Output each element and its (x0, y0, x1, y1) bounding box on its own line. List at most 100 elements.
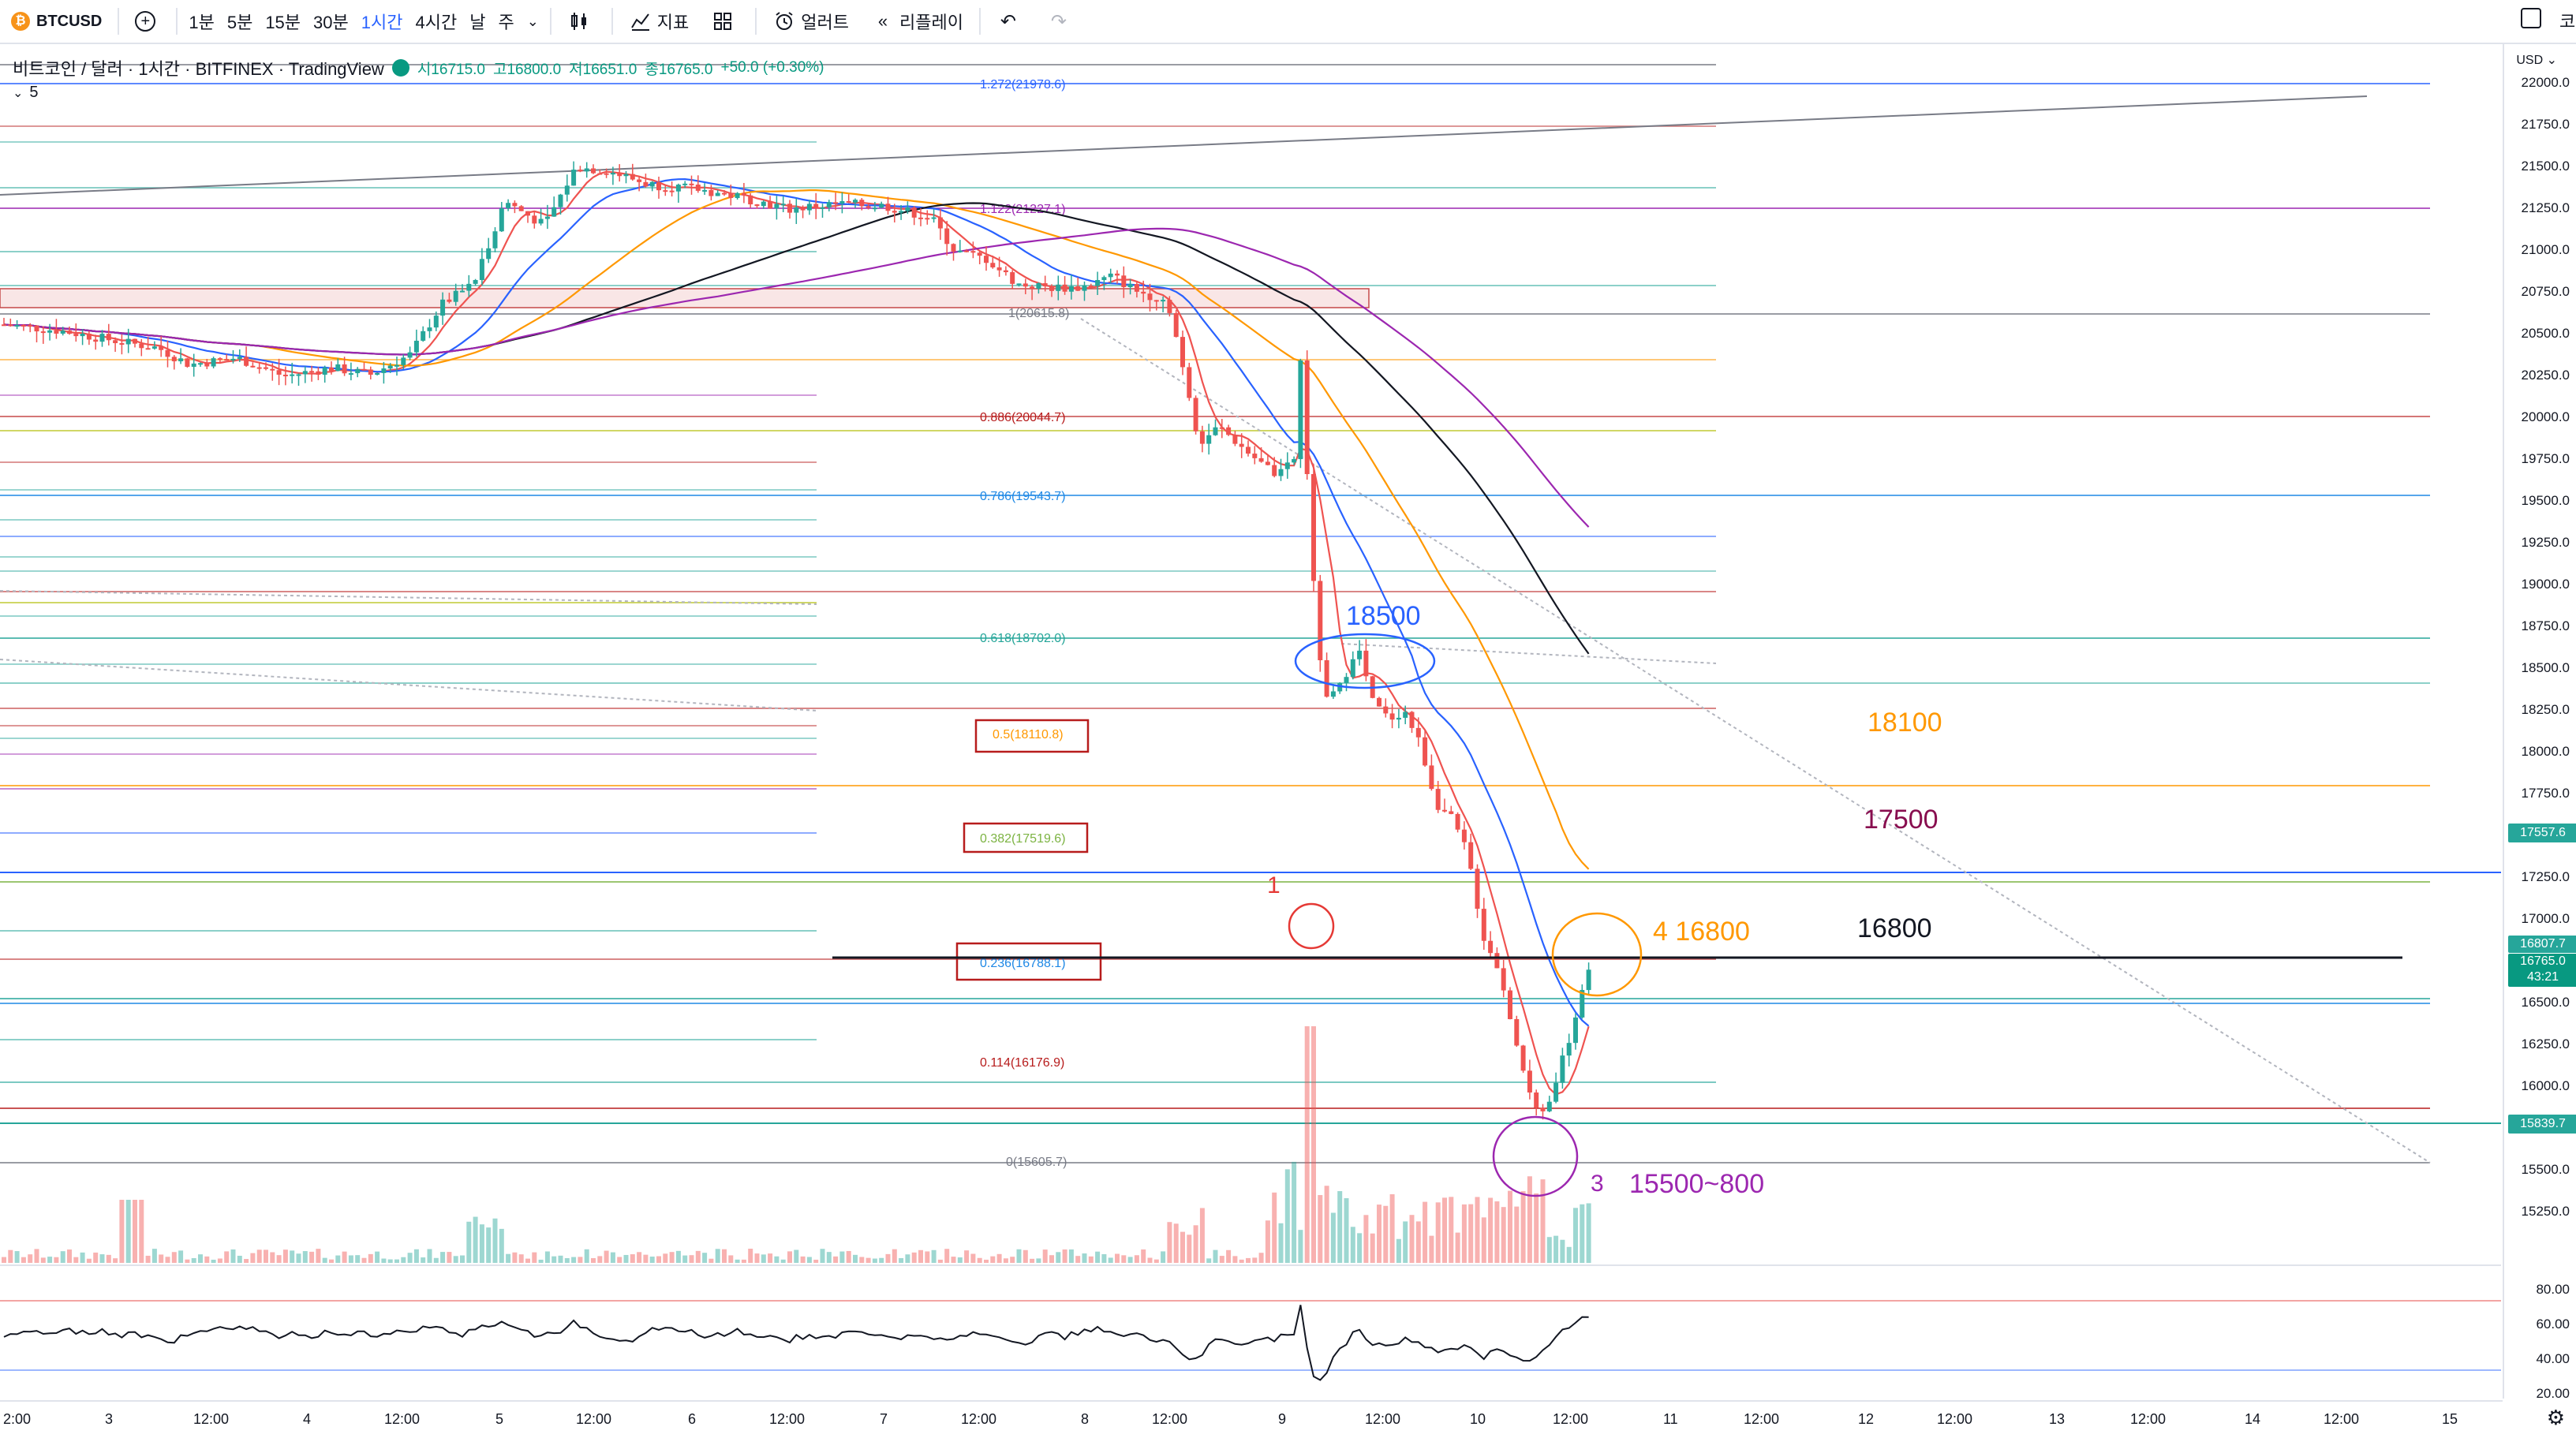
annotation-15500-800: 15500~800 (1629, 1169, 1764, 1199)
chart-type-button[interactable] (556, 0, 607, 43)
candle-body (669, 190, 675, 192)
interval-15m[interactable]: 15분 (265, 13, 301, 32)
interval-week[interactable]: 주 (498, 13, 514, 32)
candle-body (885, 204, 891, 211)
candle-body (918, 217, 923, 219)
volume-bar (413, 1249, 419, 1263)
candle-body (1383, 706, 1389, 714)
candle-body (682, 183, 688, 185)
candle-body (1468, 842, 1474, 869)
volume-bar (165, 1257, 170, 1263)
candle-body (1488, 940, 1494, 954)
candle-body (532, 215, 537, 224)
candle-body (1115, 273, 1120, 276)
candle-body (1108, 273, 1113, 278)
candle-body (375, 372, 380, 375)
candle-body (1082, 285, 1087, 291)
interval-4h[interactable]: 4시간 (415, 13, 458, 32)
compare-button[interactable]: + (124, 0, 171, 43)
candle-body (1049, 286, 1054, 291)
symbol-search[interactable]: ₿ BTCUSD (0, 0, 113, 43)
settings-button[interactable]: ⚙ (2547, 1406, 2565, 1430)
alarm-clock-icon (772, 9, 796, 33)
volume-bar (1042, 1249, 1048, 1263)
eye-icon[interactable] (391, 59, 409, 77)
volume-bar (1501, 1207, 1506, 1263)
candle-body (1167, 300, 1172, 313)
chart-canvas[interactable]: 1.272(21978.6) 1.122(21227.1) 1(20615.8)… (0, 44, 2501, 1263)
volume-bar (584, 1249, 589, 1263)
fib-label: 0.786(19543.7) (980, 490, 1066, 503)
candle-body (1344, 677, 1349, 683)
candle-body (1357, 650, 1363, 659)
volume-bar (695, 1250, 701, 1263)
volume-bar (1121, 1255, 1127, 1263)
volume-bar (67, 1249, 72, 1263)
candle-body (204, 363, 210, 367)
replay-button[interactable]: « 리플레이 (860, 0, 974, 43)
alert-button[interactable]: 얼러트 (761, 0, 860, 43)
fullscreen-button[interactable] (2521, 8, 2541, 34)
volume-bar (479, 1224, 484, 1263)
candle-body (67, 331, 72, 334)
volume-bar (1344, 1197, 1349, 1263)
candle-body (368, 369, 373, 375)
candle-body (1475, 868, 1480, 909)
gear-icon: ⚙ (2546, 1406, 2565, 1429)
candle-body (427, 327, 432, 331)
candle-body (937, 217, 943, 229)
volume-bar (230, 1249, 236, 1263)
volume-bar (604, 1250, 609, 1263)
interval-1m[interactable]: 1분 (189, 13, 215, 32)
candle-body (833, 202, 839, 204)
volume-bar (1239, 1259, 1244, 1263)
volume-bar (826, 1252, 832, 1263)
interval-30m[interactable]: 30분 (313, 13, 349, 32)
time-tick: 3 (105, 1411, 114, 1427)
candle-body (1180, 337, 1185, 368)
candle-body (1056, 284, 1061, 291)
candle-body (447, 299, 452, 302)
candle-body (1566, 1043, 1572, 1056)
interval-5m[interactable]: 5분 (226, 13, 253, 32)
volume-bar (1527, 1176, 1532, 1263)
osc-tick: 20.00 (2536, 1386, 2570, 1401)
candle-body (99, 334, 105, 342)
volume-bar (1514, 1206, 1520, 1263)
candle-body (133, 338, 137, 344)
templates-button[interactable] (700, 0, 750, 43)
chart-legend[interactable]: 비트코인 / 달러 · 1시간 · BITFINEX · TradingView… (13, 55, 824, 80)
time-axis[interactable]: 2:00 3 12:00 4 12:00 5 12:00 6 12:00 7 12:00 8 12:00… (0, 1400, 2503, 1438)
volume-bar (1036, 1258, 1041, 1263)
volume-bar (944, 1249, 950, 1263)
candle-body (1403, 712, 1408, 718)
interval-day[interactable]: 날 (469, 13, 486, 32)
fib-label: 0.886(20044.7) (980, 411, 1066, 424)
undo-button[interactable]: ↶ (985, 0, 1036, 43)
price-tick: 18500.0 (2521, 660, 2570, 675)
volume-bar (1481, 1217, 1486, 1263)
volume-bar (1534, 1193, 1539, 1263)
time-tick: 12:00 (1365, 1411, 1401, 1427)
interval-1h[interactable]: 1시간 (361, 13, 403, 32)
candle-body (984, 256, 989, 263)
indicators-toggle[interactable]: ⌄ 5 (13, 84, 39, 102)
volume-bar (256, 1249, 262, 1263)
redo-button[interactable]: ↷ (1036, 0, 1086, 43)
volume-bar (754, 1253, 760, 1263)
volume-bar (656, 1256, 661, 1263)
price-axis[interactable]: USD ⌄ 22000.0 21750.0 21500.0 21250.0 21000.… (2503, 44, 2576, 1401)
rsi-pane[interactable] (0, 1264, 2501, 1400)
fib-label: 0.236(16788.1) (980, 957, 1066, 970)
volume-bar (185, 1259, 190, 1263)
volume-bar (427, 1249, 432, 1263)
moving-averages (3, 170, 1590, 1096)
volume-bar (1003, 1258, 1008, 1263)
currency-label[interactable]: USD ⌄ (2516, 54, 2557, 67)
indicators-button[interactable]: 지표 (618, 0, 700, 43)
interval-dropdown[interactable]: ⌄ (521, 0, 545, 43)
candle-body (1534, 1092, 1539, 1108)
volume-bar (191, 1257, 196, 1263)
volume-bar (525, 1258, 530, 1263)
main-chart-pane[interactable]: 1.272(21978.6) 1.122(21227.1) 1(20615.8)… (0, 44, 2501, 1263)
